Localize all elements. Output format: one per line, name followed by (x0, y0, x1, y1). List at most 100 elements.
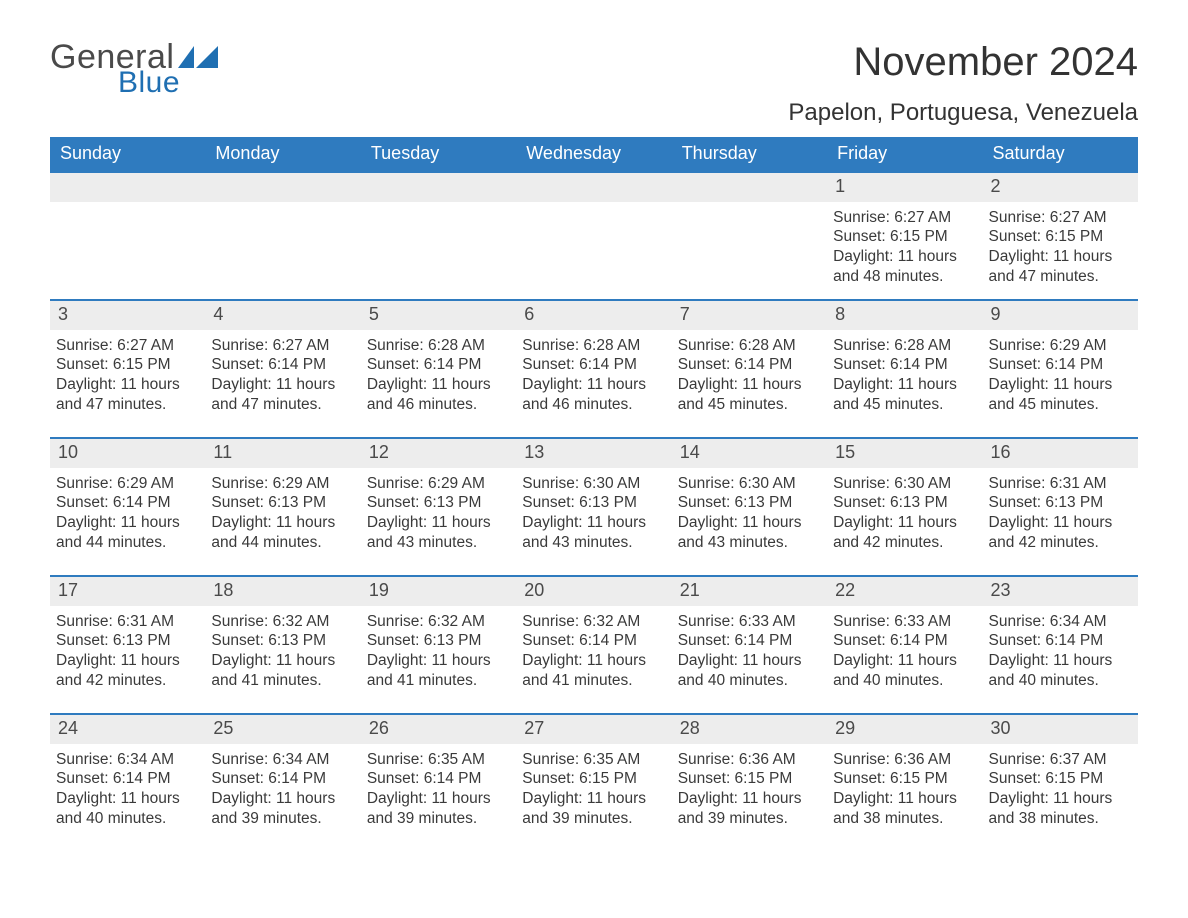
day-cell: 23Sunrise: 6:34 AMSunset: 6:14 PMDayligh… (983, 575, 1138, 713)
daylight-line-2: and 43 minutes. (522, 533, 665, 553)
day-cell: 27Sunrise: 6:35 AMSunset: 6:15 PMDayligh… (516, 713, 671, 851)
day-number: 21 (672, 575, 827, 606)
daylight-line-2: and 41 minutes. (211, 671, 354, 691)
daylight-line-1: Daylight: 11 hours (56, 513, 199, 533)
brand-sail-icon (178, 46, 218, 68)
week-row: 3Sunrise: 6:27 AMSunset: 6:15 PMDaylight… (50, 299, 1138, 437)
weeks-container: 1Sunrise: 6:27 AMSunset: 6:15 PMDaylight… (50, 171, 1138, 851)
month-title: November 2024 (788, 40, 1138, 85)
sunrise-line: Sunrise: 6:32 AM (367, 612, 510, 632)
sunrise-line: Sunrise: 6:29 AM (989, 336, 1132, 356)
daylight-line-2: and 44 minutes. (56, 533, 199, 553)
daylight-line-2: and 46 minutes. (522, 395, 665, 415)
sunrise-line: Sunrise: 6:33 AM (678, 612, 821, 632)
daylight-line-2: and 47 minutes. (989, 267, 1132, 287)
day-cell: 22Sunrise: 6:33 AMSunset: 6:14 PMDayligh… (827, 575, 982, 713)
day-number: 11 (205, 437, 360, 468)
week-row: 24Sunrise: 6:34 AMSunset: 6:14 PMDayligh… (50, 713, 1138, 851)
day-number (672, 171, 827, 202)
daylight-line-1: Daylight: 11 hours (367, 651, 510, 671)
day-cell (516, 171, 671, 299)
weekday-header: Wednesday (516, 137, 671, 171)
sunset-line: Sunset: 6:14 PM (211, 355, 354, 375)
daylight-line-1: Daylight: 11 hours (211, 651, 354, 671)
day-cell: 19Sunrise: 6:32 AMSunset: 6:13 PMDayligh… (361, 575, 516, 713)
day-number: 3 (50, 299, 205, 330)
day-body: Sunrise: 6:35 AMSunset: 6:14 PMDaylight:… (361, 744, 516, 829)
sunrise-line: Sunrise: 6:36 AM (678, 750, 821, 770)
sunrise-line: Sunrise: 6:35 AM (367, 750, 510, 770)
sunset-line: Sunset: 6:14 PM (989, 631, 1132, 651)
day-body: Sunrise: 6:29 AMSunset: 6:14 PMDaylight:… (983, 330, 1138, 415)
day-cell: 12Sunrise: 6:29 AMSunset: 6:13 PMDayligh… (361, 437, 516, 575)
sunset-line: Sunset: 6:15 PM (678, 769, 821, 789)
daylight-line-2: and 45 minutes. (833, 395, 976, 415)
daylight-line-1: Daylight: 11 hours (833, 651, 976, 671)
day-cell: 30Sunrise: 6:37 AMSunset: 6:15 PMDayligh… (983, 713, 1138, 851)
day-cell: 28 Sunrise: 6:36 AMSunset: 6:15 PMDayligh… (672, 713, 827, 851)
daylight-line-2: and 41 minutes. (522, 671, 665, 691)
sunset-line: Sunset: 6:14 PM (678, 631, 821, 651)
daylight-line-1: Daylight: 11 hours (522, 513, 665, 533)
daylight-line-1: Daylight: 11 hours (989, 513, 1132, 533)
daylight-line-1: Daylight: 11 hours (367, 513, 510, 533)
day-cell: 9Sunrise: 6:29 AMSunset: 6:14 PMDaylight… (983, 299, 1138, 437)
day-body: Sunrise: 6:30 AMSunset: 6:13 PMDaylight:… (516, 468, 671, 553)
day-body: Sunrise: 6:29 AMSunset: 6:13 PMDaylight:… (205, 468, 360, 553)
day-cell (50, 171, 205, 299)
sunrise-line: Sunrise: 6:31 AM (989, 474, 1132, 494)
day-number: 13 (516, 437, 671, 468)
weekday-header: Sunday (50, 137, 205, 171)
day-number: 9 (983, 299, 1138, 330)
sunrise-line: Sunrise: 6:32 AM (211, 612, 354, 632)
calendar-page: General Blue November 2024 Papelon, Port… (0, 0, 1188, 901)
day-body: Sunrise: 6:31 AMSunset: 6:13 PMDaylight:… (50, 606, 205, 691)
day-body: Sunrise: 6:29 AMSunset: 6:13 PMDaylight:… (361, 468, 516, 553)
day-number: 27 (516, 713, 671, 744)
day-number (361, 171, 516, 202)
day-cell: 8Sunrise: 6:28 AMSunset: 6:14 PMDaylight… (827, 299, 982, 437)
day-number: 2 (983, 171, 1138, 202)
day-number: 17 (50, 575, 205, 606)
daylight-line-2: and 40 minutes. (989, 671, 1132, 691)
day-body: Sunrise: 6:29 AMSunset: 6:14 PMDaylight:… (50, 468, 205, 553)
day-cell: 29Sunrise: 6:36 AMSunset: 6:15 PMDayligh… (827, 713, 982, 851)
sunrise-line: Sunrise: 6:27 AM (211, 336, 354, 356)
title-block: November 2024 Papelon, Portuguesa, Venez… (788, 40, 1138, 127)
sunrise-line: Sunrise: 6:31 AM (56, 612, 199, 632)
sunset-line: Sunset: 6:13 PM (678, 493, 821, 513)
sunset-line: Sunset: 6:13 PM (367, 631, 510, 651)
weekday-header: Monday (205, 137, 360, 171)
daylight-line-1: Daylight: 11 hours (56, 789, 199, 809)
day-cell: 10Sunrise: 6:29 AMSunset: 6:14 PMDayligh… (50, 437, 205, 575)
day-number: 25 (205, 713, 360, 744)
daylight-line-2: and 41 minutes. (367, 671, 510, 691)
daylight-line-1: Daylight: 11 hours (989, 375, 1132, 395)
daylight-line-1: Daylight: 11 hours (678, 789, 821, 809)
daylight-line-2: and 38 minutes. (989, 809, 1132, 829)
day-cell (205, 171, 360, 299)
sunset-line: Sunset: 6:14 PM (989, 355, 1132, 375)
sunrise-line: Sunrise: 6:28 AM (678, 336, 821, 356)
day-cell: 26Sunrise: 6:35 AMSunset: 6:14 PMDayligh… (361, 713, 516, 851)
daylight-line-2: and 39 minutes. (367, 809, 510, 829)
sunset-line: Sunset: 6:15 PM (833, 227, 976, 247)
sunrise-line: Sunrise: 6:29 AM (211, 474, 354, 494)
day-body: Sunrise: 6:32 AMSunset: 6:14 PMDaylight:… (516, 606, 671, 691)
day-cell: 24Sunrise: 6:34 AMSunset: 6:14 PMDayligh… (50, 713, 205, 851)
daylight-line-1: Daylight: 11 hours (989, 247, 1132, 267)
daylight-line-2: and 44 minutes. (211, 533, 354, 553)
sunset-line: Sunset: 6:15 PM (989, 769, 1132, 789)
daylight-line-1: Daylight: 11 hours (211, 375, 354, 395)
day-number (205, 171, 360, 202)
sunset-line: Sunset: 6:14 PM (522, 631, 665, 651)
week-row: 10Sunrise: 6:29 AMSunset: 6:14 PMDayligh… (50, 437, 1138, 575)
day-number: 1 (827, 171, 982, 202)
day-number: 28 (672, 713, 827, 744)
sunset-line: Sunset: 6:15 PM (56, 355, 199, 375)
daylight-line-1: Daylight: 11 hours (56, 375, 199, 395)
day-number: 24 (50, 713, 205, 744)
sunset-line: Sunset: 6:13 PM (522, 493, 665, 513)
daylight-line-1: Daylight: 11 hours (522, 375, 665, 395)
day-number: 18 (205, 575, 360, 606)
